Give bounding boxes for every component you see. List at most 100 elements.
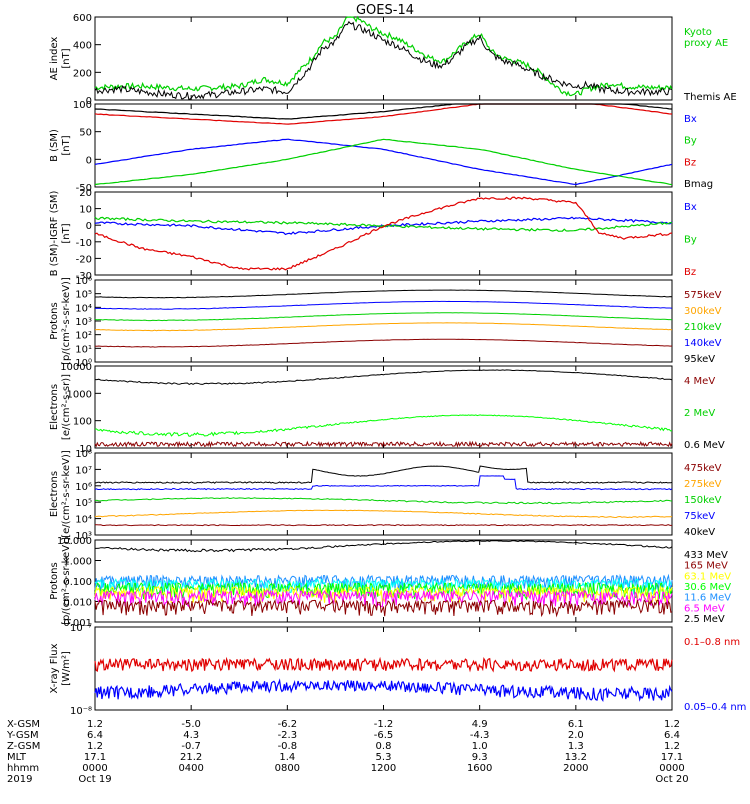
legend-label: 0.1–0.8 nm: [684, 637, 740, 648]
y-tick-label: 100: [73, 100, 92, 111]
y-tick-label: 10⁵: [75, 290, 92, 301]
y-axis-label: [p/(cm²-s-sr-keV)]: [61, 537, 72, 625]
bottom-axis-value: -2.3: [278, 730, 298, 741]
series-protons-kev-5: [94, 338, 673, 348]
legend-label: 275keV: [684, 479, 722, 490]
y-tick-label: 0.001: [63, 618, 92, 629]
y-tick-label: 0.010: [63, 598, 92, 609]
bottom-axis-value: 0.8: [376, 741, 392, 752]
series-protons-kev-2: [94, 300, 673, 310]
y-tick-label: 10⁷: [75, 465, 92, 476]
bottom-axis-value: -6.2: [278, 719, 298, 730]
bottom-axis-value: 6.4: [664, 730, 680, 741]
bottom-axis-value: 2.0: [568, 730, 584, 741]
bottom-axis-value: 1.0: [472, 741, 488, 752]
legend-label: 95keV: [684, 354, 715, 365]
bottom-axis-value: 1.2: [664, 741, 680, 752]
series-electrons-2-mev: [94, 414, 672, 437]
bottom-axis-value: 17.1: [84, 752, 106, 763]
y-axis-label: [nT]: [61, 48, 72, 68]
y-tick-label: 10⁻⁷: [70, 623, 92, 634]
y-tick-label: 20: [79, 188, 92, 199]
series-protons-kev-4: [94, 322, 673, 332]
y-tick-label: 10: [79, 205, 92, 216]
bottom-axis-value: 0400: [178, 763, 203, 774]
series-protons-mev-3: [94, 581, 673, 601]
bottom-axis-value: 6.4: [87, 730, 103, 741]
bottom-axis-value: 0000: [659, 763, 684, 774]
y-tick-label: 10⁴: [75, 515, 92, 526]
y-axis-label: [nT]: [61, 223, 72, 243]
bottom-axis-value: 0800: [275, 763, 300, 774]
bottom-row-label: hhmm: [7, 763, 39, 774]
y-tick-label: 10³: [75, 317, 92, 328]
y-axis-label: [e/(cm²-s-sr-keV)]: [61, 450, 72, 538]
legend-label: Bmag: [684, 179, 713, 190]
y-tick-label: -20: [76, 254, 92, 265]
series-protons-mev-6: [94, 598, 673, 618]
legend-label: Bz: [684, 267, 696, 278]
series-protons-kev-1: [95, 289, 673, 299]
legend-label: 63.1 MeV: [684, 571, 731, 582]
legend-label: 0.6 MeV: [684, 440, 725, 451]
y-axis-label: Protons: [49, 562, 60, 599]
legend-label: 575keV: [684, 290, 722, 301]
bottom-axis-value: 2000: [563, 763, 588, 774]
bottom-axis-value: 1.2: [87, 741, 103, 752]
legend-label: Bx: [684, 114, 697, 125]
bottom-axis-value: 1600: [467, 763, 492, 774]
y-tick-label: 0: [86, 96, 92, 107]
y-axis-label: X-ray Flux: [49, 643, 60, 693]
y-tick-label: 10⁸: [75, 449, 92, 460]
y-tick-label: 200: [73, 68, 92, 79]
series-xray-long: [94, 656, 673, 673]
series-electrons-275-kev: [94, 509, 673, 519]
y-tick-label: 10⁶: [75, 482, 92, 493]
y-tick-label: 100: [73, 417, 92, 428]
series-protons-mev-5: [94, 589, 673, 609]
bottom-row-label: 2019: [7, 774, 32, 785]
legend-label: 0.05–0.4 nm: [684, 702, 746, 713]
y-tick-label: 1.000: [63, 557, 92, 568]
legend-label: 4 MeV: [684, 376, 715, 387]
legend-label: 150keV: [684, 495, 722, 506]
series-protons-mev-2: [94, 577, 673, 596]
bottom-axis-value: 6.1: [568, 719, 584, 730]
y-tick-label: 600: [73, 13, 92, 24]
bottom-axis-value: 4.9: [472, 719, 488, 730]
y-tick-label: 10.000: [57, 536, 92, 547]
y-tick-label: 10000: [60, 362, 92, 373]
chart-title: GOES-14: [356, 3, 414, 18]
bottom-axis-value: 21.2: [180, 752, 202, 763]
bottom-axis-value: 13.2: [565, 752, 587, 763]
bottom-row-label: Y-GSM: [6, 730, 39, 741]
series-bz: [94, 196, 673, 271]
y-axis-label: [e/(cm²-s-sr)]: [61, 374, 72, 440]
y-tick-label: 0.100: [63, 577, 92, 588]
series-electrons-0.6-mev: [95, 369, 673, 385]
bottom-row-label: X-GSM: [7, 719, 40, 730]
bottom-axis-value: -5.0: [181, 719, 201, 730]
y-axis-label: [p/(cm²-s-sr-keV)]: [61, 277, 72, 365]
y-tick-label: 10²: [75, 331, 92, 342]
y-tick-label: 10⁶: [75, 276, 92, 287]
y-tick-label: 10⁻⁸: [70, 706, 92, 717]
y-axis-label: Electrons: [49, 384, 60, 430]
y-axis-label: AE index: [49, 37, 60, 81]
y-tick-label: 50: [79, 128, 92, 139]
legend-label: 30.6 MeV: [684, 582, 731, 593]
legend-label: Kyoto: [684, 27, 712, 38]
bottom-axis-value: 9.3: [472, 752, 488, 763]
series-protons-mev-1: [94, 573, 673, 592]
legend-label: By: [684, 136, 697, 147]
legend-label: By: [684, 235, 697, 246]
y-tick-label: 10⁴: [75, 303, 92, 314]
legend-label: 140keV: [684, 338, 722, 349]
series-kyoto-proxy-ae: [94, 15, 673, 97]
legend-label: proxy AE: [684, 38, 728, 49]
y-axis-label: B (SM)-IGRF (SM): [49, 191, 60, 277]
series-protons-0.8-mev: [95, 540, 673, 553]
series-by: [94, 138, 673, 186]
legend-label: 433 MeV: [684, 550, 728, 561]
